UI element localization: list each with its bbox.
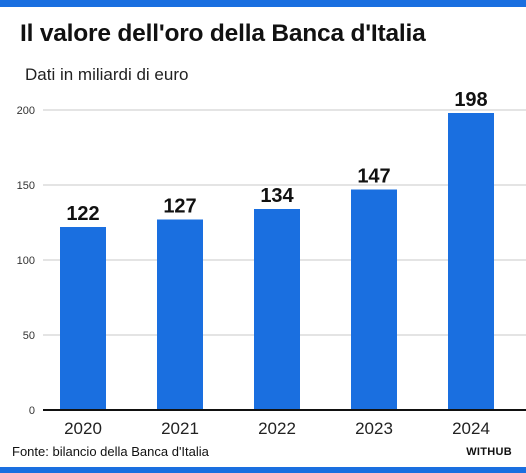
x-tick-label: 2024 bbox=[452, 419, 490, 438]
bar-2021 bbox=[157, 219, 203, 410]
x-tick-label: 2023 bbox=[355, 419, 393, 438]
y-tick-label: 0 bbox=[29, 405, 35, 417]
bar-2023 bbox=[351, 189, 397, 410]
data-label: 127 bbox=[163, 196, 196, 218]
y-tick-label: 100 bbox=[17, 255, 35, 267]
bottom-accent-bar bbox=[0, 467, 526, 473]
top-accent-bar bbox=[0, 0, 526, 7]
data-labels: 122 127 134 147 198 bbox=[66, 89, 487, 225]
data-label: 134 bbox=[260, 185, 294, 207]
chart-title: Il valore dell'oro della Banca d'Italia bbox=[20, 20, 426, 47]
source-note: Fonte: bilancio della Banca d'Italia bbox=[12, 444, 209, 459]
data-label: 198 bbox=[454, 89, 487, 111]
bar-2022 bbox=[254, 209, 300, 410]
x-tick-label: 2020 bbox=[64, 419, 102, 438]
y-tick-label: 200 bbox=[17, 105, 35, 117]
y-tick-label: 50 bbox=[23, 330, 35, 342]
y-axis-ticks: 0 50 100 150 200 bbox=[17, 105, 35, 417]
bar-2024 bbox=[448, 113, 494, 410]
x-axis-ticks: 2020 2021 2022 2023 2024 bbox=[64, 419, 490, 438]
brand-logo: WITHUB bbox=[466, 446, 512, 458]
x-tick-label: 2021 bbox=[161, 419, 199, 438]
data-label: 147 bbox=[357, 166, 390, 188]
bars bbox=[60, 113, 494, 410]
y-tick-label: 150 bbox=[17, 180, 35, 192]
chart-subtitle: Dati in miliardi di euro bbox=[25, 65, 189, 84]
data-label: 122 bbox=[66, 203, 99, 225]
x-tick-label: 2022 bbox=[258, 419, 296, 438]
bar-2020 bbox=[60, 227, 106, 410]
